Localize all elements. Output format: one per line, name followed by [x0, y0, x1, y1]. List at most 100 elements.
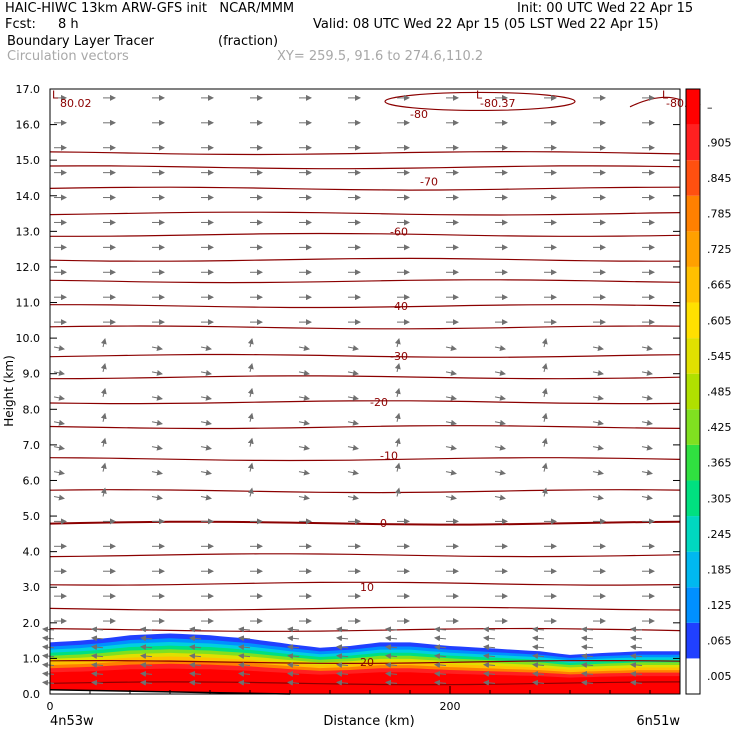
- y-axis: 0.0 1.0 2.0 3.0 4.0 5.0 6.0 7.0 8.0 9.0 10.0 11.0 12…: [16, 83, 680, 701]
- circulation-vector: [287, 679, 300, 686]
- x-tick-label: 200: [440, 700, 461, 713]
- circulation-vector: [394, 437, 401, 447]
- contour-line-15: [49, 279, 681, 284]
- y-tick-label: 17.0: [16, 83, 41, 96]
- circulation-vector: [200, 345, 212, 351]
- circulation-vector: [641, 370, 653, 376]
- circulation-vector: [151, 494, 163, 501]
- low-marker: L: [476, 88, 483, 101]
- circulation-vector: [238, 679, 251, 686]
- colorbar-swatch: [686, 658, 700, 694]
- circulation-vector: [53, 444, 65, 451]
- circulation-vector: [532, 653, 545, 660]
- circulation-vector: [42, 626, 55, 633]
- contour-line-9: [49, 425, 681, 430]
- colorbar-swatch: [686, 89, 700, 125]
- circulation-vector: [641, 444, 653, 451]
- circulation-vector: [42, 644, 55, 651]
- y-tick-label: 4.0: [23, 546, 41, 559]
- circulation-vector: [140, 644, 153, 651]
- circulation-vector: [336, 670, 349, 677]
- colorbar-label: .305: [707, 492, 732, 505]
- contour-line-20: [49, 165, 681, 170]
- contour-line-7: [49, 489, 681, 494]
- circulation-vector: [189, 653, 202, 660]
- circulation-vector: [189, 679, 202, 686]
- colorbar-swatch: [686, 373, 700, 410]
- circulation-vector: [532, 679, 545, 686]
- colorbar-swatch: [686, 124, 700, 161]
- circulation-vector: [630, 626, 643, 633]
- circulation-vector: [100, 437, 107, 447]
- circulation-vector: [247, 437, 254, 447]
- valid-time: Valid: 08 UTC Wed 22 Apr 15 (05 LST Wed …: [313, 17, 659, 32]
- cross-section-endpoints: XY= 259.5, 91.6 to 274.6,110.2: [277, 49, 484, 64]
- circulation-vector: [394, 412, 401, 422]
- circulation-vector: [189, 635, 202, 642]
- circulation-vector: [483, 635, 496, 642]
- colorbar-label: .725: [707, 243, 732, 256]
- colorbar-swatch: [686, 587, 700, 623]
- circulation-vector: [494, 419, 506, 426]
- contour-label: -30: [390, 350, 408, 363]
- vector-label: Circulation vectors: [7, 49, 129, 64]
- circulation-vector: [100, 387, 107, 397]
- circulation-vector: [247, 412, 254, 422]
- circulation-vector: [581, 670, 594, 677]
- circulation-vector: [200, 370, 212, 376]
- colorbar-label: .845: [707, 172, 732, 185]
- circulation-vector: [42, 661, 55, 668]
- circulation-vector: [592, 494, 604, 501]
- circulation-vector: [140, 670, 153, 677]
- circulation-vector: [445, 444, 457, 451]
- contour-label: 0: [380, 517, 387, 530]
- circulation-vector: [483, 626, 496, 633]
- circulation-vector: [287, 661, 300, 668]
- contour-line-12: [49, 353, 681, 358]
- contour-line-10: [49, 400, 681, 405]
- y-tick-label: 12.0: [16, 261, 41, 274]
- circulation-vector: [200, 394, 212, 401]
- circulation-vector: [385, 670, 398, 677]
- y-tick-label: 9.0: [23, 368, 41, 381]
- circulation-vector: [53, 469, 65, 476]
- contour-line-21: [49, 150, 681, 156]
- circulation-vector: [494, 394, 506, 401]
- circulation-vector: [140, 679, 153, 686]
- circulation-vector: [100, 412, 107, 422]
- circulation-vector: [42, 670, 55, 677]
- circulation-vector: [532, 670, 545, 677]
- y-tick-label: 1.0: [23, 652, 41, 665]
- colorbar-label: .005: [707, 670, 732, 683]
- field-unit: (fraction): [218, 34, 279, 49]
- colorbar-swatch: [686, 266, 700, 303]
- circulation-vector: [630, 644, 643, 651]
- y-tick-label: 2.0: [23, 617, 41, 630]
- contour-line-14: [50, 304, 681, 309]
- circulation-vector: [532, 626, 545, 633]
- circulation-vector: [445, 469, 457, 476]
- colorbar-swatch: [686, 160, 700, 196]
- circulation-vector: [347, 444, 359, 451]
- colorbar-frame: [685, 88, 701, 695]
- circulation-vector: [140, 626, 153, 633]
- circulation-vector: [494, 444, 506, 451]
- temperature-contours: [49, 91, 681, 686]
- colorbar-swatch: [686, 551, 700, 588]
- circulation-vector: [445, 370, 457, 376]
- y-tick-label: 11.0: [16, 297, 41, 310]
- circulation-vector: [151, 419, 163, 426]
- circulation-vector: [541, 487, 548, 497]
- circulation-vector: [347, 394, 359, 401]
- circulation-vector: [385, 635, 398, 642]
- colorbar-swatch: [686, 231, 700, 267]
- circulation-vector: [494, 494, 506, 501]
- circulation-vector: [200, 419, 212, 426]
- circulation-vector: [151, 444, 163, 451]
- circulation-vector: [630, 670, 643, 677]
- x-end-label-right: 6n51w: [636, 714, 680, 729]
- circulation-vector: [592, 444, 604, 451]
- low-marker: L: [52, 88, 59, 101]
- circulation-vector: [347, 345, 359, 351]
- forecast-hour: 8 h: [58, 17, 79, 32]
